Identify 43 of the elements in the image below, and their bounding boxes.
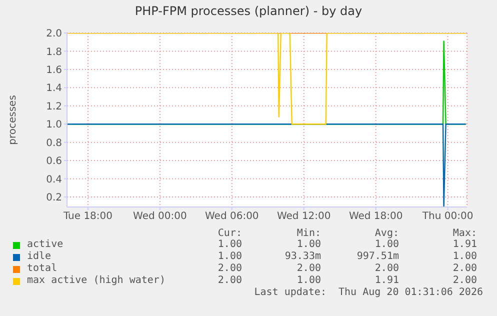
legend-label: idle xyxy=(27,251,52,262)
y-tick-label: 1.0 xyxy=(46,120,62,131)
text: Max: xyxy=(452,228,477,239)
text: 2.00 xyxy=(452,275,477,286)
x-tick-label: Tue 18:00 xyxy=(62,211,113,222)
y-tick-label: 1.6 xyxy=(46,64,62,76)
x-tick-label: Wed 06:00 xyxy=(205,211,259,222)
text: Min: xyxy=(296,228,321,239)
legend-label: active xyxy=(27,239,64,250)
text: 2.00 xyxy=(216,275,242,286)
y-tick-label: 0.6 xyxy=(46,156,62,168)
text: 93.33m xyxy=(284,251,321,262)
x-tick-label: Thu 00:00 xyxy=(421,211,474,222)
text: 1.00 xyxy=(296,275,321,286)
y-tick-label: 0.8 xyxy=(46,138,62,149)
y-tick-label: 1.4 xyxy=(46,83,62,94)
y-tick-label: 0.2 xyxy=(46,192,62,204)
text: 997.51m xyxy=(356,251,399,262)
text: 1.91 xyxy=(452,239,477,250)
text: 1.00 xyxy=(374,239,399,250)
y-tick-label: 2.0 xyxy=(46,28,62,40)
text: 1.00 xyxy=(452,251,477,262)
text: Last update: Thu Aug 20 01:31:06 2026 xyxy=(253,287,483,298)
text: 1.00 xyxy=(296,239,321,250)
text: 1.00 xyxy=(216,251,242,262)
y-axis-title: processes xyxy=(8,95,19,145)
legend-label: total xyxy=(27,263,58,274)
text: 2.00 xyxy=(296,263,321,274)
y-tick-label: 1.8 xyxy=(46,46,62,58)
text: Avg: xyxy=(374,228,399,239)
chart-title: PHP-FPM processes (planner) - by day xyxy=(134,4,364,18)
text: 2.00 xyxy=(374,263,399,274)
text: 2.00 xyxy=(452,263,477,274)
text: Cur: xyxy=(216,228,242,239)
legend-label: max active (high water) xyxy=(27,275,166,286)
y-tick-label: 1.2 xyxy=(46,101,62,112)
text: 1.00 xyxy=(216,239,242,250)
text: 1.91 xyxy=(374,275,399,286)
x-tick-label: Wed 00:00 xyxy=(133,211,187,222)
text: 2.00 xyxy=(216,263,242,274)
x-tick-label: Wed 18:00 xyxy=(348,211,403,222)
x-tick-label: Wed 12:00 xyxy=(276,211,331,222)
y-tick-label: 0.4 xyxy=(46,174,62,186)
